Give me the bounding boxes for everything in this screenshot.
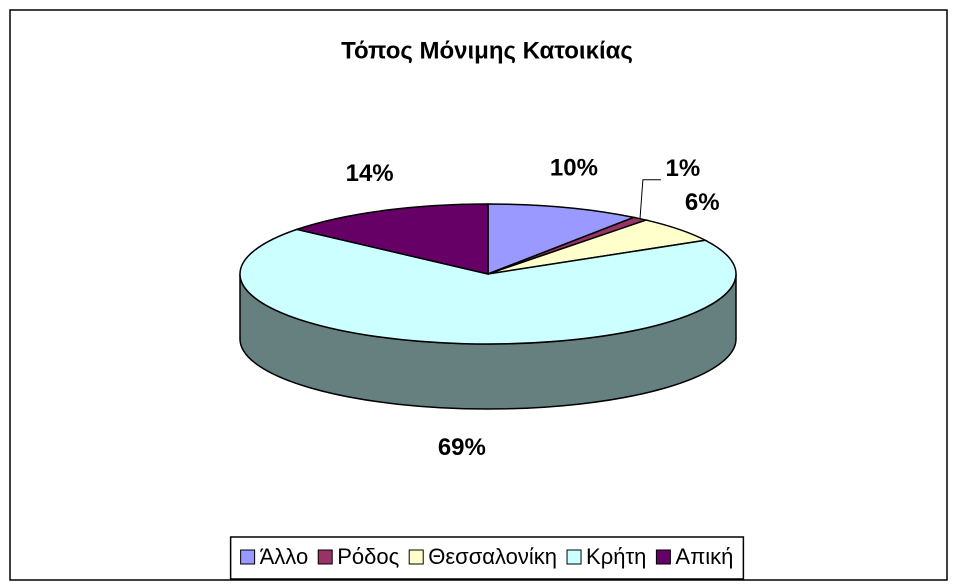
pie-slice — [487, 203, 637, 276]
legend-swatch — [240, 549, 256, 565]
data-label: 6% — [685, 189, 720, 216]
legend-swatch — [655, 549, 671, 565]
legend-swatch — [408, 549, 424, 565]
data-label: 1% — [666, 155, 701, 182]
legend-swatch — [317, 549, 333, 565]
legend-swatch — [566, 549, 582, 565]
data-label: 69% — [438, 434, 486, 461]
legend-label: Άλλο — [260, 544, 309, 569]
pie-slice — [294, 203, 489, 275]
leader-line — [639, 179, 661, 219]
data-label: 14% — [346, 160, 394, 187]
pie: 10% 1% 6% 69% 14% — [239, 155, 737, 461]
legend-label: Απική — [675, 544, 733, 569]
data-label: 10% — [550, 155, 598, 182]
legend-label: Κρήτη — [586, 544, 646, 569]
legend: Άλλο Ρόδος Θεσσαλονίκη Κρήτη Απική — [229, 536, 745, 580]
legend-label: Ρόδος — [337, 544, 399, 569]
legend-label: Θεσσαλονίκη — [428, 544, 557, 569]
pie-slice — [239, 228, 737, 345]
chart-title: Τόπος Μόνιμης Κατοικίας — [341, 37, 633, 64]
